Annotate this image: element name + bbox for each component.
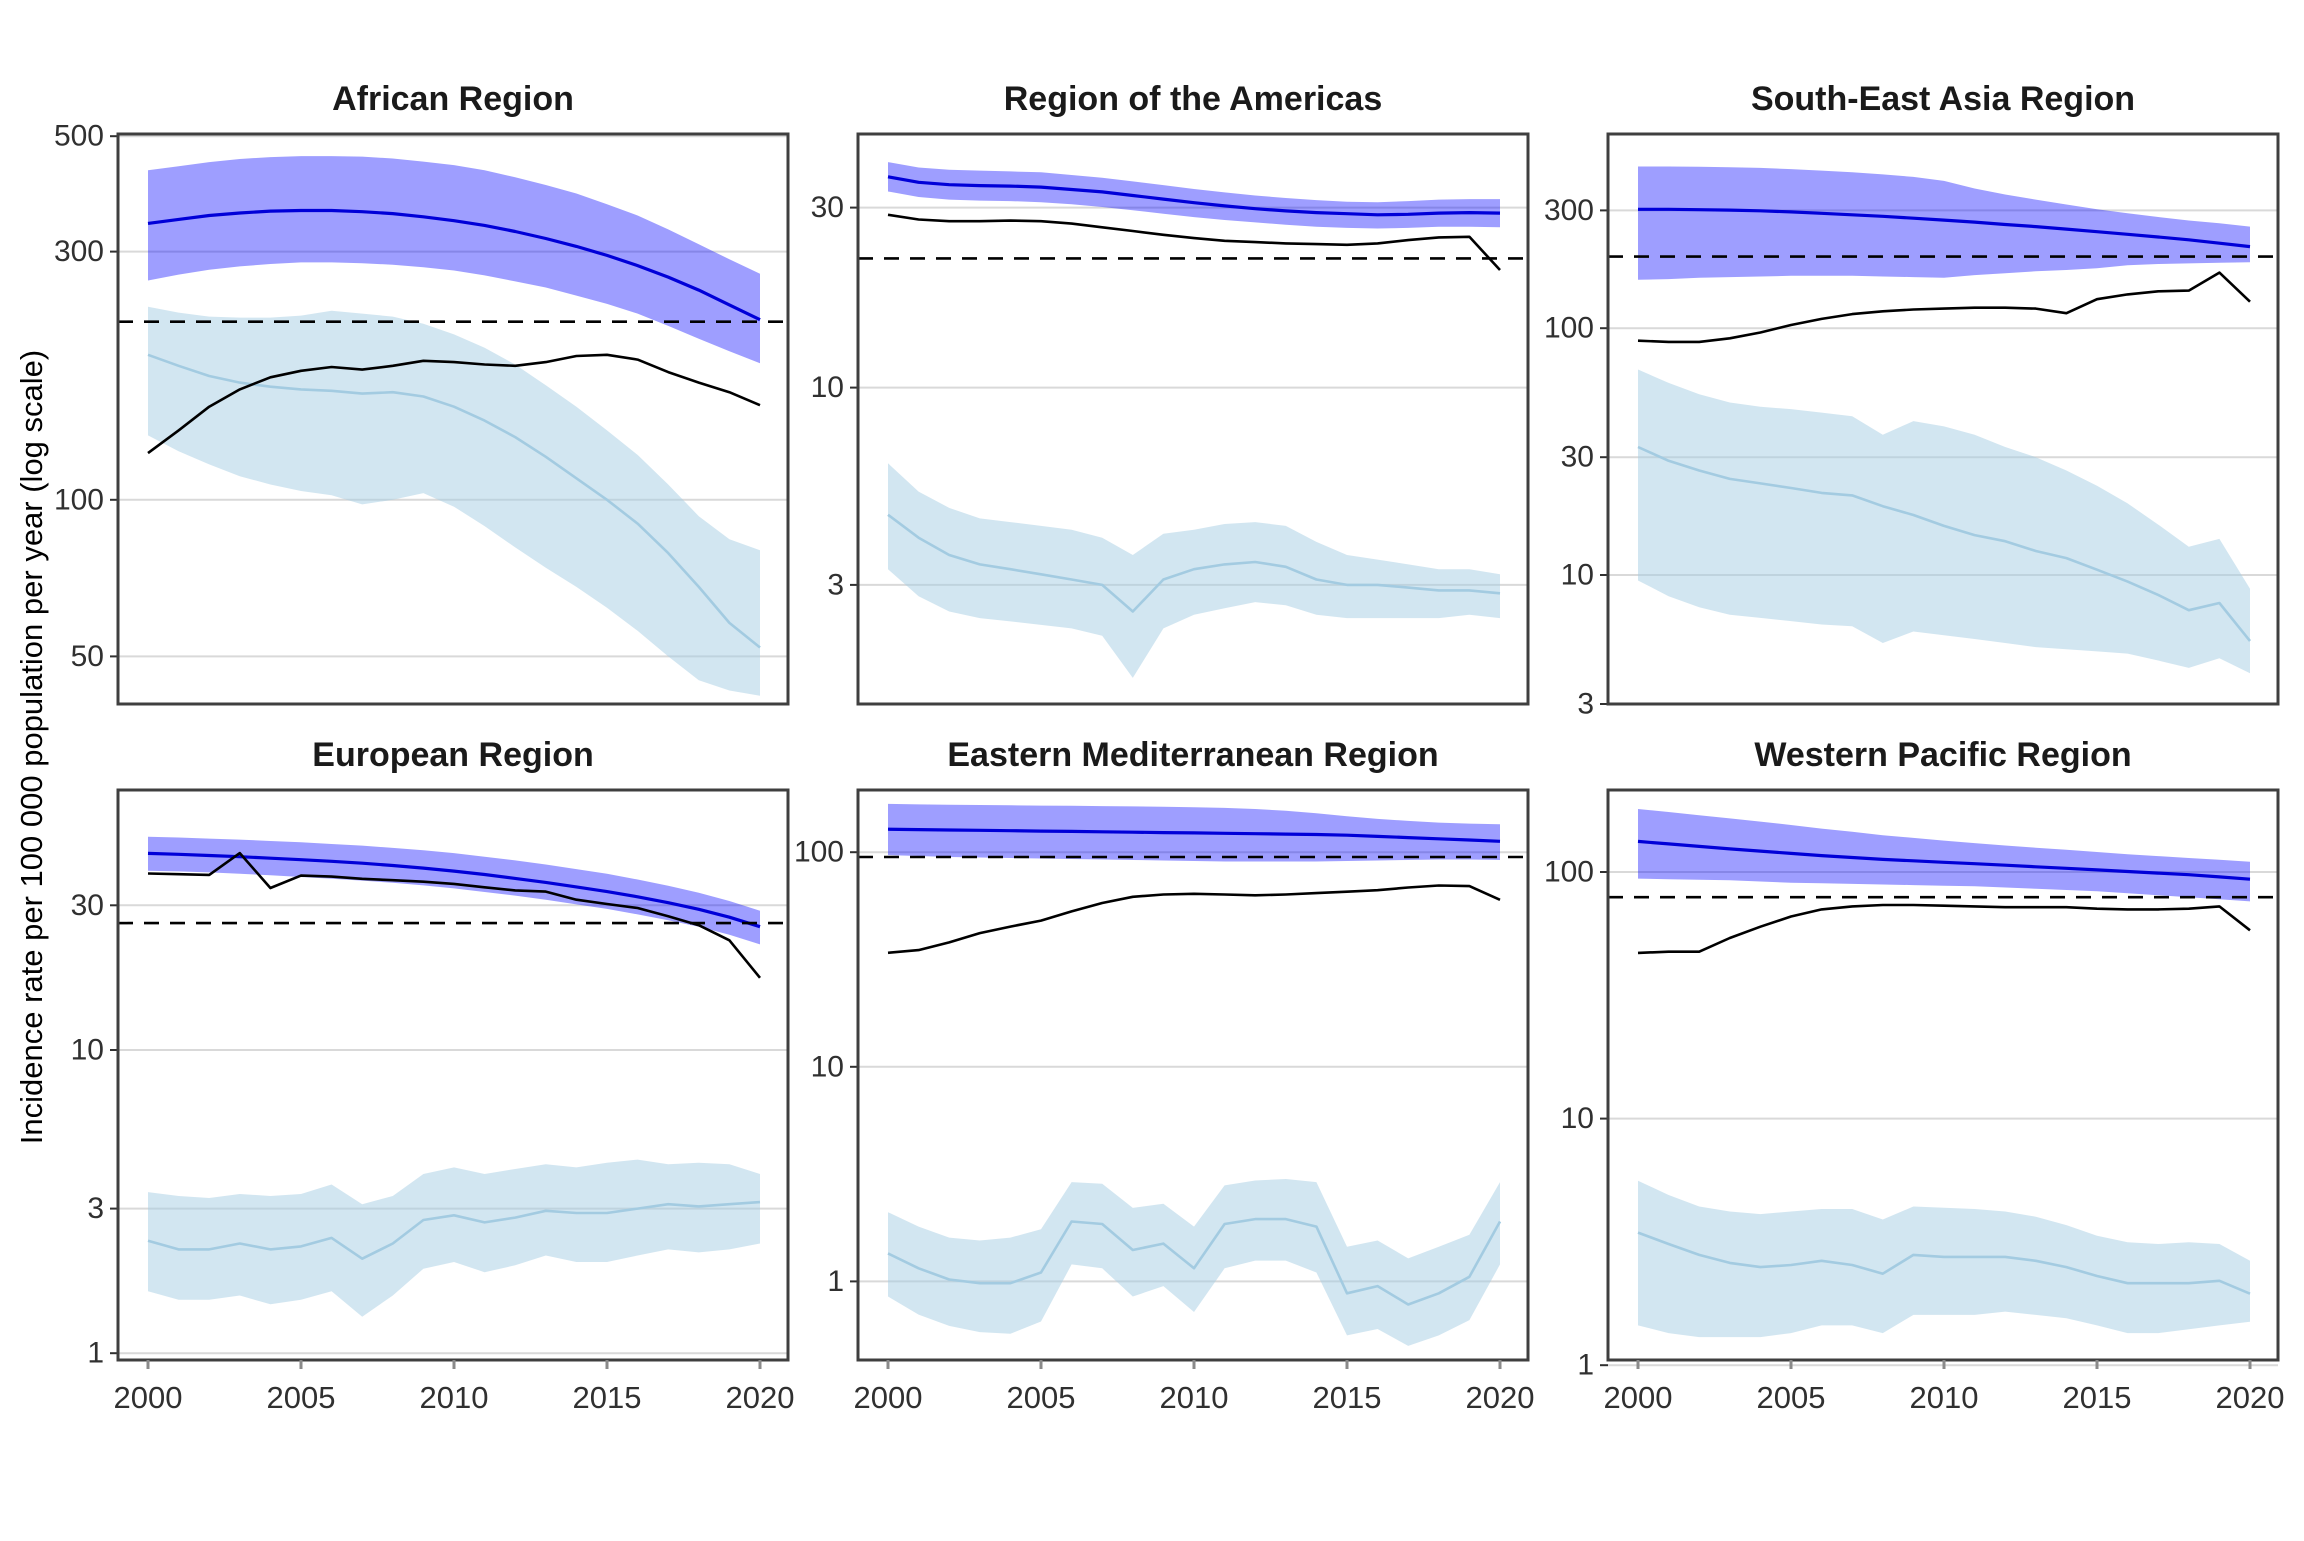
panel-plot-area — [147, 156, 761, 696]
panel-title: Western Pacific Region — [1754, 736, 2131, 774]
panel-title: African Region — [332, 80, 574, 118]
y-tick-label: 300 — [54, 235, 104, 268]
secondary-estimate-line — [1637, 445, 2252, 642]
y-tick-label: 3 — [827, 568, 844, 601]
incidence-confidence-band — [148, 156, 760, 364]
y-tick-label: 3 — [1577, 688, 1594, 721]
x-tick-label: 2005 — [267, 1380, 336, 1415]
secondary-estimate-line — [1637, 1231, 2251, 1295]
secondary-confidence-band — [148, 1159, 760, 1317]
x-tick-label: 2020 — [726, 1380, 795, 1415]
secondary-confidence-band — [148, 306, 760, 696]
panel-european-region: 30 10 3 1 European Region 2000 2005 2010 2015 202… — [71, 736, 795, 1415]
panel-plot-area — [147, 836, 762, 1317]
y-tick-label: 300 — [1544, 194, 1594, 227]
x-tick-label: 2010 — [1910, 1380, 1979, 1415]
secondary-estimate-line — [887, 1217, 1502, 1306]
incidence-estimate-line — [147, 208, 761, 322]
secondary-estimate-line — [887, 513, 1501, 613]
x-tick-label: 2015 — [573, 1380, 642, 1415]
y-tick-label: 10 — [1561, 559, 1594, 592]
incidence-estimate-line — [1638, 207, 2251, 249]
panel-border — [116, 132, 790, 706]
x-tick-label: 2000 — [114, 1380, 183, 1415]
y-tick-label: 30 — [71, 889, 104, 922]
panel-western-pacific-region: 100 10 1 Western Pacific Region 2000 2005 2010… — [1544, 736, 2285, 1415]
incidence-confidence-band — [888, 162, 1500, 229]
x-tick-label: 2015 — [2063, 1380, 2132, 1415]
secondary-estimate-line — [147, 353, 761, 649]
x-tick-label: 2005 — [1007, 1380, 1076, 1415]
notifications-line — [1637, 271, 2251, 344]
panel-plot-area — [1637, 809, 2251, 1338]
incidence-confidence-band — [1638, 809, 2250, 902]
secondary-confidence-band — [1638, 369, 2250, 674]
secondary-confidence-band — [888, 1179, 1500, 1346]
panel-region-of-the-americas: 30 10 3 Region of the Americas — [811, 80, 1530, 706]
panel-south-east-asia-region: 300 100 30 10 3 South-East Asia Region — [1544, 80, 2280, 721]
incidence-estimate-line — [147, 851, 761, 929]
y-tick-label: 1 — [87, 1337, 104, 1370]
x-tick-label: 2000 — [854, 1380, 923, 1415]
y-tick-label: 30 — [811, 191, 844, 224]
x-tick-label: 2010 — [420, 1380, 489, 1415]
x-tick-label: 2010 — [1160, 1380, 1229, 1415]
y-tick-label: 1 — [1577, 1349, 1594, 1382]
incidence-estimate-line — [887, 175, 1501, 217]
y-tick-label: 30 — [1561, 441, 1594, 474]
panel-border — [1606, 132, 2280, 706]
y-tick-label: 100 — [794, 836, 844, 869]
secondary-confidence-band — [1638, 1180, 2250, 1338]
incidence-confidence-band — [148, 836, 760, 945]
panel-title: South-East Asia Region — [1751, 80, 2135, 118]
panel-title: Region of the Americas — [1004, 80, 1382, 118]
panel-border — [856, 132, 1530, 706]
notifications-line — [147, 851, 762, 979]
x-tick-label: 2000 — [1604, 1380, 1673, 1415]
y-tick-label: 3 — [87, 1192, 104, 1225]
panel-title: European Region — [312, 736, 593, 774]
x-tick-label: 2020 — [1466, 1380, 1535, 1415]
y-tick-label: 50 — [71, 640, 104, 673]
x-tick-label: 2005 — [1757, 1380, 1826, 1415]
panel-african-region: 500 300 100 50 African Region — [54, 80, 790, 706]
y-axis-label: Incidence rate per 100 000 population pe… — [14, 350, 49, 1144]
notifications-line — [1637, 903, 2251, 955]
notifications-line — [887, 213, 1501, 271]
y-tick-label: 1 — [827, 1265, 844, 1298]
notifications-line — [887, 884, 1501, 955]
secondary-estimate-line — [147, 1200, 761, 1260]
incidence-estimate-line — [887, 827, 1501, 843]
y-tick-label: 100 — [54, 483, 104, 516]
y-tick-label: 500 — [54, 120, 104, 153]
notifications-line — [147, 353, 761, 455]
panel-plot-area — [887, 162, 1501, 678]
panel-title: Eastern Mediterranean Region — [947, 736, 1438, 774]
incidence-confidence-band — [1638, 166, 2250, 280]
y-tick-label: 100 — [1544, 856, 1594, 889]
incidence-estimate-line — [1637, 839, 2251, 881]
y-tick-label: 10 — [811, 1050, 844, 1083]
secondary-confidence-band — [888, 463, 1500, 678]
panel-plot-area — [887, 803, 1502, 1346]
y-tick-label: 10 — [1561, 1102, 1594, 1135]
x-tick-label: 2015 — [1313, 1380, 1382, 1415]
y-tick-label: 100 — [1544, 312, 1594, 345]
y-tick-label: 10 — [71, 1034, 104, 1067]
y-tick-label: 10 — [811, 371, 844, 404]
panel-eastern-mediterranean-region: 100 10 1 Eastern Mediterranean Region 2000 20… — [794, 736, 1535, 1415]
panel-plot-area — [1637, 166, 2252, 674]
x-tick-label: 2020 — [2216, 1380, 2285, 1415]
